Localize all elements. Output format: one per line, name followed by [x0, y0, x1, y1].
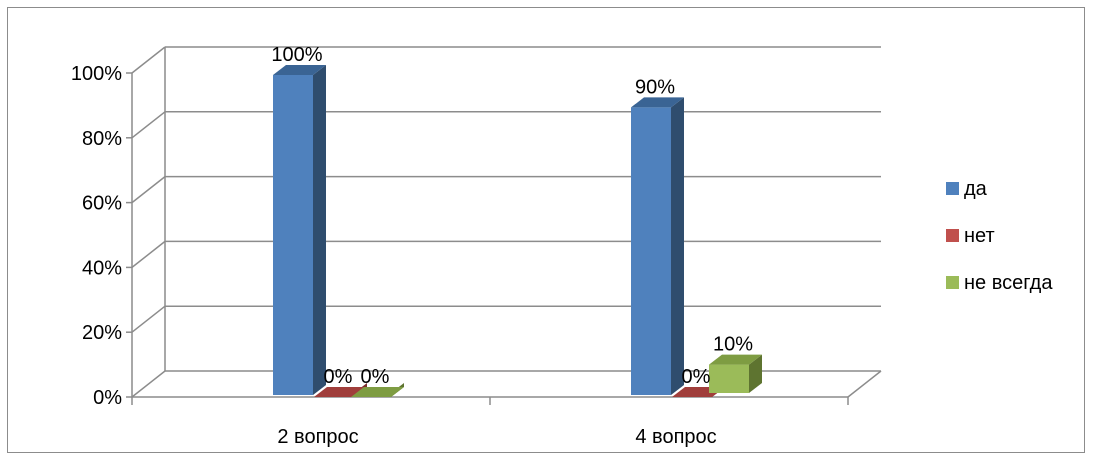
bar-top — [631, 97, 684, 108]
bar — [273, 65, 326, 395]
y-tick-label: 0% — [93, 387, 122, 409]
data-label: 0% — [361, 366, 390, 388]
gridline-side — [131, 46, 166, 74]
bar-side — [749, 354, 762, 393]
gridline-side — [131, 240, 166, 268]
legend-label: нет — [964, 225, 995, 247]
data-label: 100% — [271, 44, 322, 66]
bar — [351, 383, 404, 397]
bar-top — [351, 387, 404, 397]
legend-label: не всегда — [964, 272, 1053, 294]
legend-label: да — [964, 178, 988, 200]
gridline-side — [131, 176, 166, 204]
bar-front — [273, 75, 313, 395]
bar-front — [631, 107, 671, 396]
gridline-side — [131, 305, 166, 333]
bar — [709, 354, 762, 393]
y-tick-label: 80% — [82, 128, 122, 150]
bar — [631, 97, 684, 396]
bar-front — [709, 364, 749, 393]
legend-swatch — [946, 276, 959, 289]
y-tick-label: 60% — [82, 193, 122, 215]
bar-side — [313, 65, 326, 395]
gridlines — [131, 46, 881, 398]
bar-top — [314, 387, 367, 397]
y-tick-label: 20% — [82, 322, 122, 344]
data-label: 10% — [713, 334, 753, 356]
x-tick-label: 2 вопрос — [277, 426, 358, 448]
gridline-side — [131, 370, 166, 398]
x-tick-label: 4 вопрос — [635, 426, 716, 448]
axes: 0% 20% 40% 60% 80% 100% 2 вопрос 4 вопрос — [71, 63, 882, 448]
bar-top — [273, 65, 326, 75]
y-tick-label: 100% — [71, 63, 122, 85]
y-tick-label: 40% — [82, 257, 122, 279]
bar-side — [671, 97, 684, 396]
legend-swatch — [946, 229, 959, 242]
floor-right-edge — [847, 370, 882, 398]
bar-top — [709, 354, 762, 365]
bars — [273, 65, 762, 397]
gridline-side — [131, 111, 166, 139]
data-label: 90% — [635, 76, 675, 98]
legend-swatch — [946, 182, 959, 195]
data-label: 0% — [324, 366, 353, 388]
legend: да нет не всегда — [946, 178, 1053, 294]
data-label: 0% — [682, 366, 711, 388]
data-labels: 100%0% 0%90%0%10% — [271, 44, 753, 388]
chart-frame — [7, 7, 1085, 453]
